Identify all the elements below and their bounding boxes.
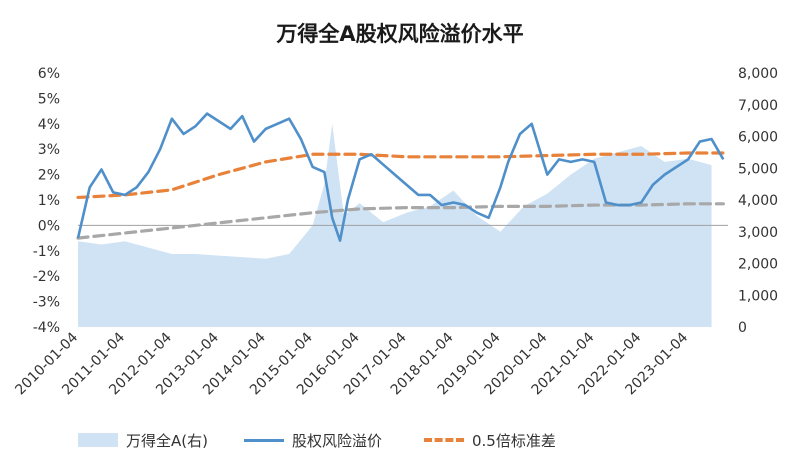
y-right-tick-label: 3,000 bbox=[738, 225, 778, 241]
legend-label-area: 万得全A(右) bbox=[126, 431, 208, 450]
y-right-tick-label: 7,000 bbox=[738, 98, 778, 114]
y-left-tick-label: 4% bbox=[38, 117, 60, 133]
y-left-tick-label: -1% bbox=[33, 244, 60, 260]
y-right-tick-label: 8,000 bbox=[738, 66, 778, 82]
legend-label-dashed: 0.5倍标准差 bbox=[472, 431, 556, 450]
y-right-tick-label: 4,000 bbox=[738, 193, 778, 209]
y-left-tick-label: 2% bbox=[38, 168, 60, 184]
series-line-equity-risk-premium bbox=[76, 112, 725, 242]
legend-item-dashed: 0.5倍标准差 bbox=[424, 428, 556, 452]
y-right-tick-label: 0 bbox=[738, 320, 747, 336]
legend-swatch-dashed bbox=[424, 438, 464, 442]
legend-label-line: 股权风险溢价 bbox=[292, 431, 383, 450]
y-left-tick-label: 6% bbox=[38, 66, 60, 82]
y-left-tick-label: 0% bbox=[38, 218, 60, 234]
legend-swatch-area bbox=[78, 433, 118, 447]
y-left-tick-label: 3% bbox=[38, 142, 60, 158]
legend-item-line: 股权风险溢价 bbox=[244, 428, 382, 452]
chart-title: 万得全A股权风险溢价水平 bbox=[276, 22, 524, 46]
y-right-tick-label: 5,000 bbox=[738, 161, 778, 177]
legend-item-area: 万得全A(右) bbox=[78, 428, 208, 452]
y-left-tick-label: -2% bbox=[33, 269, 60, 285]
legend: 万得全A(右) 股权风险溢价 0.5倍标准差 bbox=[0, 428, 800, 452]
y-left-tick-label: 1% bbox=[38, 193, 60, 209]
y-right-tick-label: 6,000 bbox=[738, 130, 778, 146]
legend-swatch-line bbox=[244, 438, 284, 442]
y-right-tick-label: 2,000 bbox=[738, 257, 778, 273]
y-left-tick-label: -4% bbox=[33, 320, 60, 336]
y-left-tick-label: -3% bbox=[33, 295, 60, 311]
series-dashed-half-std bbox=[76, 151, 725, 200]
y-left-tick-label: 5% bbox=[38, 91, 60, 107]
y-right-tick-label: 1,000 bbox=[738, 288, 778, 304]
